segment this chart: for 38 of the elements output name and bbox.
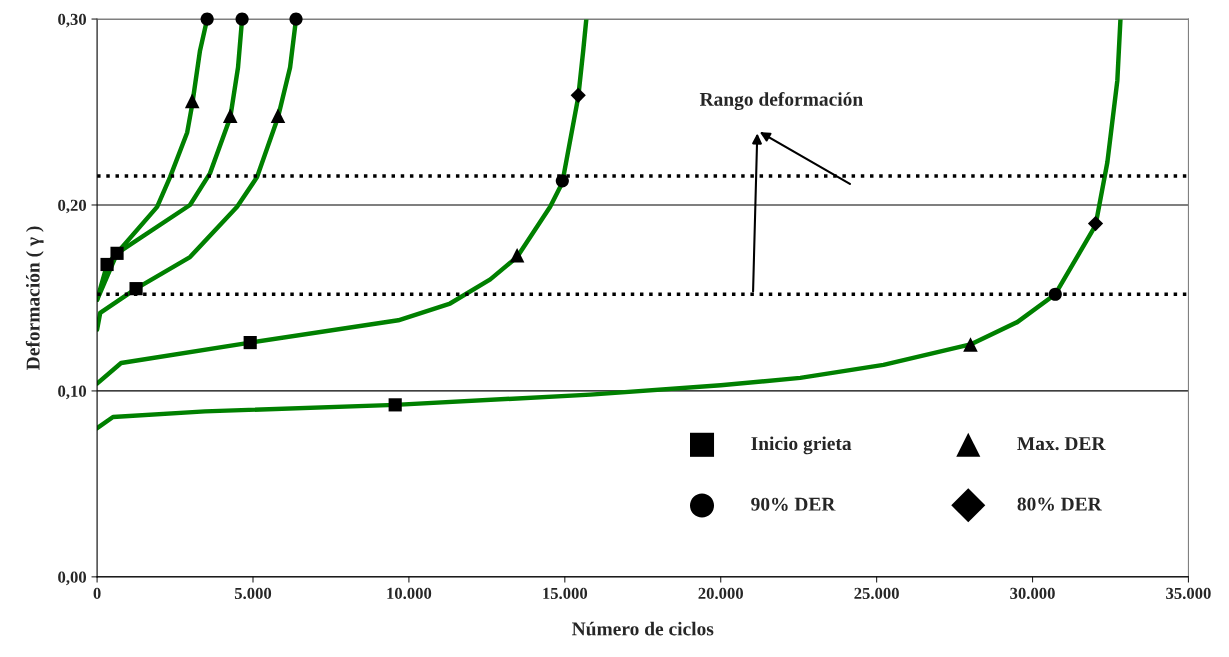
point (555, 174, 569, 188)
y-tick-label: 0,30 (58, 13, 87, 28)
y-axis-title: Deformación ( γ ) (25, 226, 44, 370)
y-tick-label: 0,10 (58, 385, 87, 400)
x-tick-label: 35.000 (1166, 587, 1211, 600)
point (963, 337, 978, 352)
x-tick-label: 25.000 (854, 587, 899, 600)
x-tick-label: 20.000 (698, 587, 743, 600)
y-tick-label: 0,20 (58, 199, 87, 214)
point (222, 108, 238, 124)
point (1087, 215, 1104, 232)
point (289, 12, 303, 26)
point (235, 12, 249, 26)
point (200, 12, 214, 26)
x-axis-title: Número de ciclos (572, 621, 714, 636)
x-tick-label: 0 (93, 587, 101, 599)
x-tick-label: 15.000 (543, 587, 588, 600)
point (570, 87, 586, 103)
point (243, 335, 257, 350)
legend-label: Max. DER (1017, 437, 1106, 451)
point (129, 282, 143, 296)
point (110, 246, 124, 260)
point (184, 93, 200, 109)
legend-label: 90% DER (751, 497, 836, 511)
line-series (97, 19, 589, 386)
point (270, 108, 286, 124)
legend-label: Inicio grieta (751, 436, 852, 455)
point (388, 398, 402, 412)
line-series (97, 19, 1123, 431)
x-tick-label: 10.000 (387, 587, 432, 600)
legend-label: 80% DER (1017, 497, 1102, 511)
x-tick-label: 30.000 (1010, 587, 1055, 600)
point (100, 257, 114, 272)
point (1048, 287, 1062, 301)
y-tick-label: 0,00 (58, 571, 87, 586)
annotation: Rango deformación (699, 91, 863, 110)
x-tick-label: 5.000 (234, 587, 272, 600)
point (509, 247, 525, 263)
